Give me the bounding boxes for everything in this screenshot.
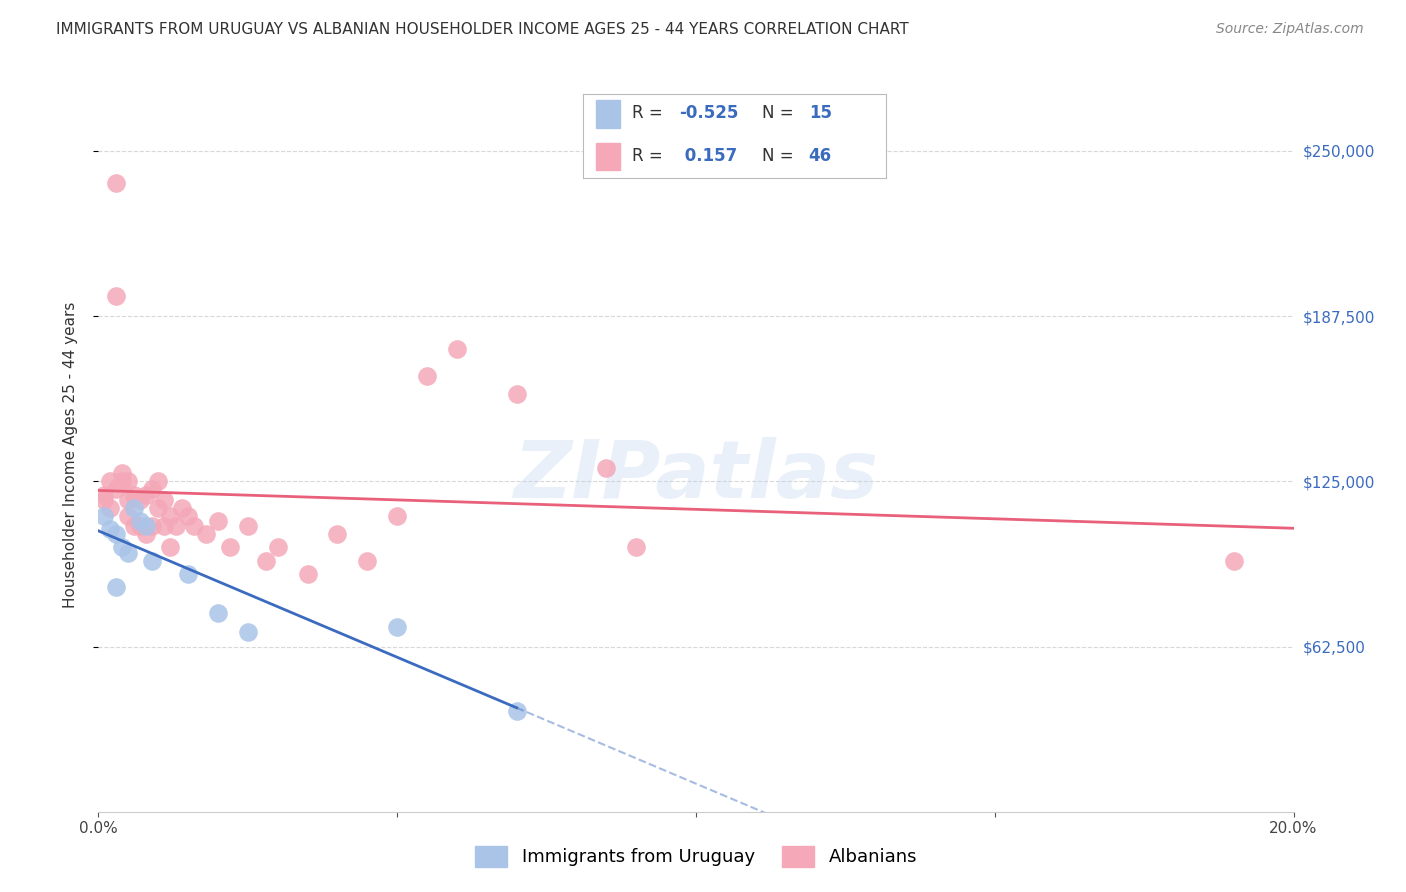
Bar (596, 101, 620, 128)
Point (148, 475, 170, 489)
Text: R =: R = (631, 104, 668, 122)
Point (219, 541, 242, 555)
Point (207, 607, 229, 621)
Bar (596, 143, 620, 169)
Point (100, 475, 122, 489)
Point (506, 704, 529, 718)
Point (117, 475, 139, 489)
Point (129, 519, 152, 533)
Point (165, 519, 187, 533)
Point (100, 522, 122, 536)
Point (129, 492, 152, 507)
Point (124, 487, 146, 501)
Point (267, 541, 290, 555)
Point (159, 541, 181, 555)
Text: N =: N = (762, 104, 799, 122)
Point (117, 546, 139, 560)
Point (153, 492, 176, 507)
Text: N =: N = (762, 146, 799, 164)
Point (148, 500, 170, 515)
Point (356, 554, 378, 568)
Text: IMMIGRANTS FROM URUGUAY VS ALBANIAN HOUSEHOLDER INCOME AGES 25 - 44 YEARS CORREL: IMMIGRANTS FROM URUGUAY VS ALBANIAN HOUS… (56, 22, 910, 37)
Point (111, 467, 134, 481)
Point (93, 508, 115, 523)
Text: ZIPatlas: ZIPatlas (513, 437, 879, 516)
Point (141, 519, 163, 533)
Point (93, 487, 115, 501)
Point (111, 475, 134, 489)
Point (326, 527, 349, 541)
Text: 46: 46 (808, 146, 832, 164)
Point (100, 500, 122, 515)
Point (183, 519, 205, 533)
Point (135, 527, 157, 541)
Point (236, 519, 259, 533)
Text: -0.525: -0.525 (679, 104, 738, 122)
Point (207, 514, 229, 528)
Point (141, 554, 163, 568)
Text: Source: ZipAtlas.com: Source: ZipAtlas.com (1216, 22, 1364, 37)
Point (416, 368, 439, 383)
Point (159, 508, 181, 523)
Point (297, 566, 319, 581)
Y-axis label: Householder Income Ages 25 - 44 years: Householder Income Ages 25 - 44 years (63, 301, 77, 608)
Point (595, 461, 617, 475)
Point (117, 492, 139, 507)
Point (117, 508, 139, 523)
Text: R =: R = (631, 146, 673, 164)
Point (124, 500, 146, 515)
Point (105, 580, 128, 594)
Point (177, 566, 200, 581)
Point (105, 483, 128, 497)
Point (105, 289, 128, 303)
Point (141, 483, 163, 497)
Point (135, 487, 157, 501)
Point (105, 176, 128, 190)
Point (254, 554, 277, 568)
Point (153, 519, 176, 533)
Point (93, 492, 115, 507)
Point (124, 519, 146, 533)
Text: 15: 15 (808, 104, 832, 122)
Point (626, 541, 648, 555)
Point (135, 519, 157, 533)
Point (172, 500, 194, 515)
Point (446, 342, 468, 356)
Point (506, 387, 529, 401)
Point (195, 527, 218, 541)
Point (385, 508, 409, 523)
Text: 0.157: 0.157 (679, 146, 737, 164)
Point (105, 527, 128, 541)
Point (385, 620, 409, 634)
Point (111, 541, 134, 555)
Legend: Immigrants from Uruguay, Albanians: Immigrants from Uruguay, Albanians (467, 838, 925, 874)
Point (236, 625, 259, 640)
Point (177, 508, 200, 523)
Point (129, 514, 152, 528)
Point (1223, 554, 1246, 568)
